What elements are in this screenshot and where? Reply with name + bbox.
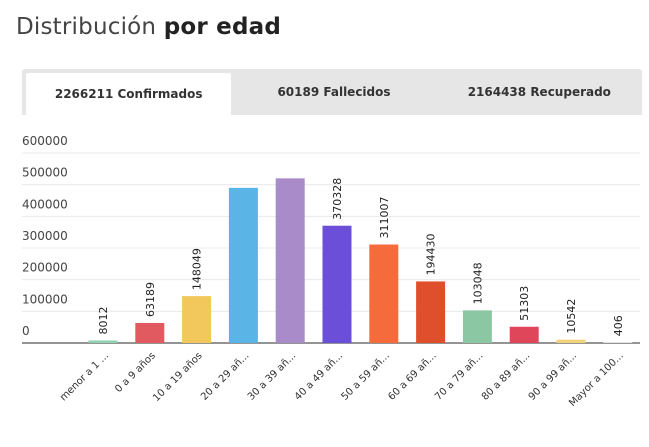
x-tick-label-0: menor a 1 ... <box>58 350 111 403</box>
data-label-9: 51303 <box>518 286 531 321</box>
y-tick-label-1: 100000 <box>22 292 68 306</box>
y-tick-label-2: 200000 <box>22 261 68 275</box>
x-tick-label-10: 90 a 99 añ... <box>527 350 579 402</box>
x-tick-label-4: 30 a 39 añ... <box>246 350 298 402</box>
bar-6 <box>369 244 399 343</box>
data-label-5: 370328 <box>331 178 344 220</box>
bar-5 <box>322 225 352 343</box>
tab-fallecidos[interactable]: 60189 Fallecidos <box>277 85 391 99</box>
bar-11 <box>603 342 633 343</box>
data-label-10: 10542 <box>565 299 578 334</box>
page-title: Distribución por edad <box>16 14 281 40</box>
x-tick-label-8: 70 a 79 añ... <box>433 350 485 402</box>
x-tick-label-7: 60 a 69 añ... <box>386 350 438 402</box>
data-label-6: 311007 <box>378 197 391 239</box>
bar-10 <box>556 339 586 343</box>
bar-2 <box>182 296 212 343</box>
bar-4 <box>275 178 305 343</box>
bar-3 <box>228 187 258 343</box>
y-tick-label-0: 0 <box>22 324 30 338</box>
bar-8 <box>462 310 492 343</box>
bar-7 <box>416 281 446 343</box>
bar-0 <box>88 340 118 343</box>
x-tick-label-2: 10 a 19 años <box>151 350 205 404</box>
title-regular: Distribución <box>16 14 157 40</box>
tab-bar: 2266211 Confirmados 60189 Fallecidos 216… <box>22 69 642 115</box>
x-tick-label-6: 50 a 59 añ... <box>340 350 392 402</box>
y-tick-label-6: 600000 <box>22 134 68 148</box>
data-label-1: 63189 <box>144 282 157 317</box>
title-bold: por edad <box>163 14 281 40</box>
y-tick-label-4: 400000 <box>22 197 68 211</box>
x-tick-label-9: 80 a 89 añ... <box>480 350 532 402</box>
tab-recuperado[interactable]: 2164438 Recuperado <box>467 85 611 99</box>
data-label-2: 148049 <box>191 248 204 290</box>
tab-confirmados[interactable]: 2266211 Confirmados <box>26 73 232 115</box>
data-label-11: 406 <box>612 315 625 336</box>
data-label-0: 8012 <box>97 306 110 334</box>
x-tick-label-5: 40 a 49 añ... <box>293 350 345 402</box>
data-label-7: 194430 <box>425 233 438 275</box>
y-tick-label-5: 500000 <box>22 166 68 180</box>
bar-1 <box>135 322 165 343</box>
x-tick-label-3: 20 a 29 añ... <box>199 350 251 402</box>
bar-9 <box>509 326 539 343</box>
data-label-8: 103048 <box>471 262 484 304</box>
x-tick-label-1: 0 a 9 años <box>113 350 158 395</box>
y-tick-label-3: 300000 <box>22 229 68 243</box>
